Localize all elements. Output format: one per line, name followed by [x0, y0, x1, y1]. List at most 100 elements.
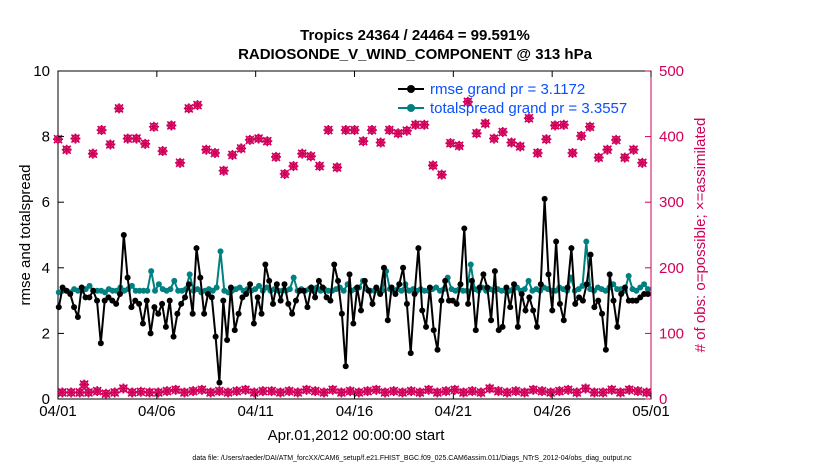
- rmse-point: [71, 304, 78, 311]
- rmse-point: [491, 268, 498, 275]
- rmse-point: [182, 294, 189, 301]
- obs-assimilated-marker: [61, 144, 72, 155]
- obs-assimilated-marker: [615, 387, 626, 398]
- obs-assimilated-marker: [262, 136, 273, 147]
- rmse-point: [289, 310, 296, 317]
- obs-assimilated-marker: [506, 137, 517, 148]
- obs-assimilated-marker: [536, 386, 547, 397]
- spread-point: [583, 238, 590, 245]
- spread-point: [128, 282, 135, 289]
- obs-assimilated-marker: [406, 386, 417, 397]
- obs-assimilated-marker: [624, 384, 635, 395]
- obs-assimilated-marker: [489, 133, 500, 144]
- rmse-point: [365, 287, 372, 294]
- rmse-point: [224, 336, 231, 343]
- obs-assimilated-marker: [170, 384, 181, 395]
- rmse-point: [151, 304, 158, 311]
- obs-assimilated-marker: [484, 383, 495, 394]
- rmse-point: [162, 323, 169, 330]
- rmse-point: [415, 245, 422, 252]
- y-right-tick-label: 500: [659, 63, 684, 80]
- rmse-point: [618, 291, 625, 298]
- spread-point: [86, 282, 93, 289]
- rmse-point: [189, 310, 196, 317]
- obs-assimilated-marker: [218, 165, 229, 176]
- obs-assimilated-marker: [611, 134, 622, 145]
- spread-point: [217, 248, 224, 255]
- obs-assimilated-marker: [205, 387, 216, 398]
- rmse-point: [430, 327, 437, 334]
- rmse-point: [335, 277, 342, 284]
- obs-assimilated-marker: [471, 128, 482, 139]
- rmse-point: [178, 300, 185, 307]
- rmse-point: [55, 304, 62, 311]
- obs-assimilated-marker: [288, 161, 299, 172]
- spread-point: [625, 273, 632, 279]
- obs-assimilated-marker: [493, 386, 504, 397]
- rmse-point: [388, 284, 395, 291]
- obs-assimilated-marker: [550, 120, 561, 131]
- rmse-point: [514, 323, 521, 330]
- y-right-tick-label: 400: [659, 129, 684, 146]
- spread-point: [256, 282, 263, 289]
- obs-assimilated-marker: [227, 149, 238, 160]
- obs-assimilated-marker: [584, 121, 595, 132]
- obs-assimilated-marker: [209, 148, 220, 158]
- rmse-point: [465, 300, 472, 307]
- rmse-point: [556, 300, 563, 307]
- obs-assimilated-marker: [388, 386, 399, 397]
- rmse-point: [235, 310, 242, 317]
- obs-assimilated-marker: [467, 386, 478, 397]
- rmse-point: [120, 232, 127, 238]
- rmse-point: [250, 320, 257, 327]
- y-axis-right-label: # of obs: o=possible; ×=assimilated: [692, 118, 709, 353]
- obs-assimilated-marker: [74, 387, 85, 398]
- rmse-point: [331, 261, 338, 268]
- rmse-point: [86, 294, 93, 301]
- obs-assimilated-marker: [109, 387, 120, 398]
- rmse-point: [285, 300, 292, 307]
- obs-assimilated-marker: [462, 96, 473, 107]
- obs-assimilated-marker: [271, 151, 282, 162]
- obs-assimilated-marker: [144, 387, 155, 398]
- obs-assimilated-marker: [371, 384, 382, 395]
- spread-point: [521, 286, 528, 293]
- rmse-point: [258, 310, 265, 317]
- rmse-point: [254, 294, 261, 301]
- rmse-point: [113, 300, 120, 307]
- rmse-point: [579, 297, 586, 304]
- obs-assimilated-marker: [410, 119, 421, 130]
- obs-assimilated-marker: [545, 387, 556, 398]
- spread-point: [155, 281, 162, 288]
- obs-assimilated-marker: [571, 387, 582, 398]
- rmse-point: [342, 363, 349, 370]
- rmse-point: [476, 284, 483, 291]
- obs-assimilated-marker: [301, 384, 312, 395]
- rmse-point: [277, 297, 284, 304]
- right-axis: 0 100 200 300 400 500: [645, 63, 684, 408]
- chart-title: Tropics 24364 / 24464 = 99.591%: [300, 27, 530, 44]
- spread-point: [340, 287, 347, 294]
- rmse-point: [457, 281, 464, 288]
- obs-assimilated-marker: [100, 388, 111, 399]
- y-tick-label: 0: [42, 391, 50, 408]
- obs-layer: [53, 96, 652, 399]
- obs-assimilated-marker: [53, 134, 63, 145]
- obs-assimilated-marker: [114, 103, 125, 114]
- spread-point: [525, 277, 532, 284]
- spread-point: [467, 261, 474, 268]
- rmse-point: [644, 291, 651, 298]
- obs-assimilated-marker: [384, 125, 395, 136]
- x-tick-label: 04/26: [533, 403, 571, 420]
- obs-assimilated-marker: [554, 386, 565, 397]
- obs-assimilated-marker: [175, 157, 186, 168]
- obs-assimilated-marker: [214, 386, 225, 397]
- rmse-point: [159, 300, 166, 307]
- obs-assimilated-marker: [257, 386, 268, 397]
- x-tick-label: 04/21: [435, 403, 473, 420]
- rmse-point: [155, 310, 162, 317]
- obs-assimilated-marker: [332, 162, 343, 173]
- spread-point: [167, 286, 174, 293]
- obs-assimilated-marker: [628, 144, 639, 155]
- y-tick-label: 4: [42, 260, 50, 277]
